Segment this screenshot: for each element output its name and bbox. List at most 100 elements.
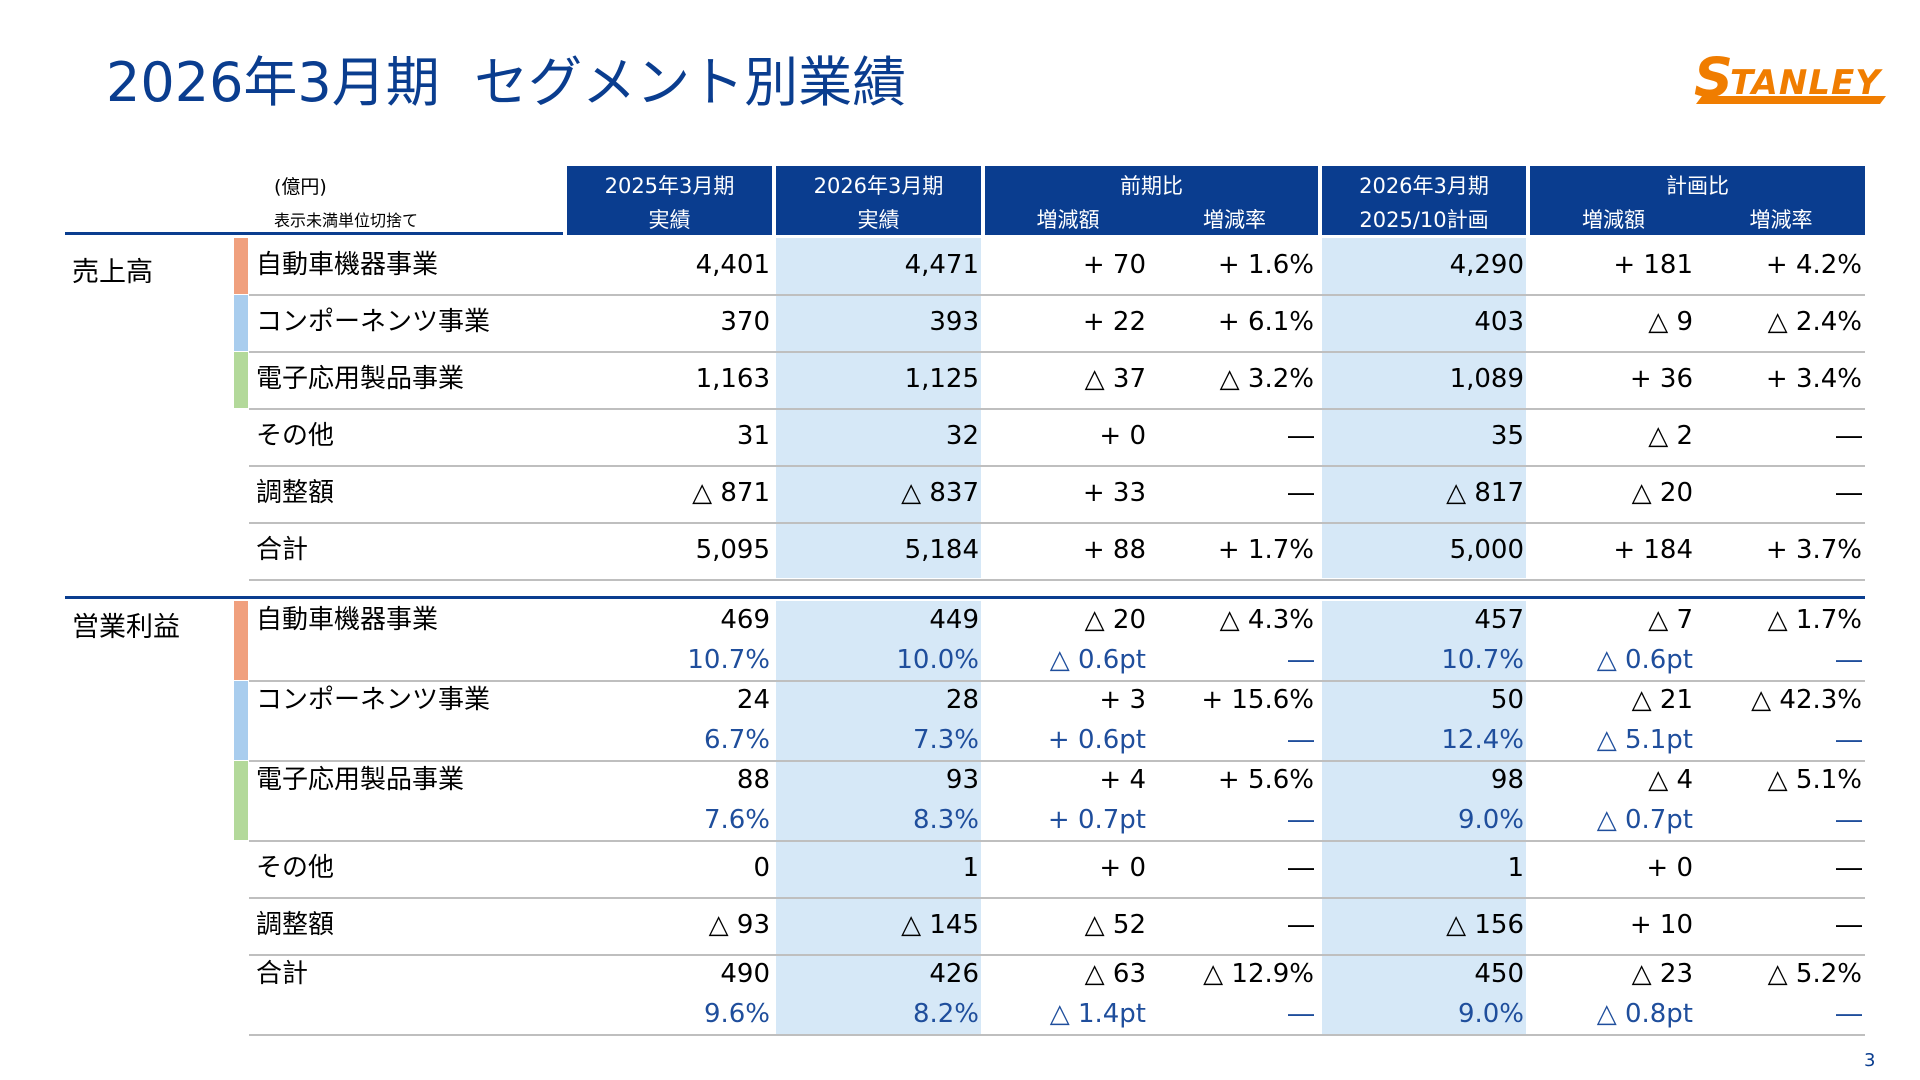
cell-vsplan-change: + 184	[1613, 535, 1693, 565]
cell-fy2025-actual: 88	[736, 765, 770, 795]
cell-vsplan-rate: ―	[1836, 421, 1862, 451]
cell-fy2026-plan: 98	[1490, 765, 1524, 795]
row-label: コンポーネンツ事業	[256, 307, 491, 337]
section-label-sales: 売上高	[72, 257, 153, 288]
cell-yoy-change: △ 20	[1084, 605, 1146, 635]
row-divider	[249, 954, 1865, 956]
cell-yoy-change: + 88	[1082, 535, 1146, 565]
cell-fy2026-actual: 32	[945, 421, 979, 451]
cell-fy2026-actual: 426	[929, 959, 979, 989]
cell-vsplan-change: △ 21	[1631, 685, 1693, 715]
cell-fy2026-actual: 393	[929, 307, 979, 337]
margin-yoy-change: △ 1.4pt	[1049, 999, 1146, 1029]
cell-fy2026-plan: 457	[1474, 605, 1524, 635]
margin-vsplan-change: △ 0.7pt	[1596, 805, 1693, 835]
margin-fy2026-plan: 9.0%	[1457, 805, 1524, 835]
row-divider	[249, 1034, 1865, 1036]
page-title: 2026年3月期 セグメント別業績	[106, 51, 907, 114]
cell-yoy-rate: △ 12.9%	[1203, 959, 1314, 989]
cell-yoy-rate: + 6.1%	[1217, 307, 1314, 337]
shade-fy2026-op	[776, 601, 981, 1034]
cell-fy2026-plan: △ 156	[1446, 910, 1524, 940]
header-underline	[65, 232, 563, 235]
cell-fy2026-plan: 450	[1474, 959, 1524, 989]
cell-fy2025-actual: △ 871	[692, 478, 770, 508]
cell-fy2026-plan: 403	[1474, 307, 1524, 337]
cell-vsplan-change: + 36	[1629, 364, 1693, 394]
margin-fy2026-actual: 10.0%	[896, 645, 979, 675]
row-divider	[249, 840, 1865, 842]
segment-color-bar	[234, 238, 248, 294]
margin-vsplan-rate: ―	[1836, 805, 1862, 835]
cell-fy2026-plan: 1,089	[1449, 364, 1524, 394]
cell-fy2025-actual: 24	[736, 685, 770, 715]
cell-vsplan-rate: ―	[1836, 853, 1862, 883]
cell-vsplan-rate: △ 42.3%	[1751, 685, 1862, 715]
cell-vsplan-rate: + 3.7%	[1765, 535, 1862, 565]
cell-fy2026-actual: 93	[945, 765, 979, 795]
cell-fy2026-plan: 4,290	[1449, 250, 1524, 280]
cell-yoy-rate: + 1.6%	[1217, 250, 1314, 280]
margin-fy2026-plan: 12.4%	[1441, 725, 1524, 755]
cell-yoy-change: + 70	[1082, 250, 1146, 280]
row-label: 電子応用製品事業	[256, 364, 465, 394]
cell-fy2026-actual: 449	[929, 605, 979, 635]
cell-yoy-rate: ―	[1288, 478, 1314, 508]
cell-fy2025-actual: 4,401	[695, 250, 770, 280]
row-divider	[249, 408, 1865, 410]
section-divider	[65, 596, 1865, 599]
margin-yoy-change: △ 0.6pt	[1049, 645, 1146, 675]
row-label: 自動車機器事業	[256, 250, 439, 280]
cell-fy2025-actual: 490	[720, 959, 770, 989]
cell-vsplan-rate: △ 2.4%	[1767, 307, 1862, 337]
margin-yoy-change: + 0.6pt	[1047, 725, 1146, 755]
margin-yoy-rate: ―	[1288, 645, 1314, 675]
row-label: その他	[256, 853, 335, 883]
cell-fy2026-plan: △ 817	[1446, 478, 1524, 508]
margin-fy2025-actual: 10.7%	[687, 645, 770, 675]
row-label: 電子応用製品事業	[256, 765, 465, 795]
cell-yoy-change: △ 52	[1084, 910, 1146, 940]
cell-fy2026-actual: 5,184	[904, 535, 979, 565]
cell-fy2025-actual: 469	[720, 605, 770, 635]
cell-fy2026-actual: △ 837	[901, 478, 979, 508]
cell-yoy-change: + 0	[1099, 421, 1146, 451]
margin-fy2026-plan: 9.0%	[1457, 999, 1524, 1029]
cell-fy2025-actual: 5,095	[695, 535, 770, 565]
cell-fy2026-plan: 1	[1507, 853, 1524, 883]
unit-label: (億円)	[274, 176, 327, 198]
svg-text:S: S	[1694, 46, 1733, 109]
page-number: 3	[1864, 1050, 1876, 1071]
cell-vsplan-change: △ 7	[1648, 605, 1693, 635]
row-divider	[249, 465, 1865, 467]
segment-color-bar	[234, 761, 248, 840]
cell-fy2025-actual: 1,163	[695, 364, 770, 394]
cell-fy2026-actual: 28	[945, 685, 979, 715]
cell-vsplan-rate: + 4.2%	[1765, 250, 1862, 280]
cell-yoy-change: △ 63	[1084, 959, 1146, 989]
segment-color-bar	[234, 352, 248, 408]
cell-yoy-rate: △ 4.3%	[1219, 605, 1314, 635]
cell-vsplan-rate: ―	[1836, 478, 1862, 508]
cell-vsplan-change: △ 20	[1631, 478, 1693, 508]
margin-fy2025-actual: 9.6%	[703, 999, 770, 1029]
cell-fy2025-actual: 370	[720, 307, 770, 337]
margin-fy2025-actual: 7.6%	[703, 805, 770, 835]
cell-vsplan-change: △ 23	[1631, 959, 1693, 989]
margin-fy2025-actual: 6.7%	[703, 725, 770, 755]
row-label: その他	[256, 421, 335, 451]
margin-yoy-rate: ―	[1288, 805, 1314, 835]
margin-yoy-rate: ―	[1288, 725, 1314, 755]
margin-fy2026-actual: 8.2%	[912, 999, 979, 1029]
cell-vsplan-change: △ 9	[1648, 307, 1693, 337]
row-divider	[249, 294, 1865, 296]
row-label: 自動車機器事業	[256, 605, 439, 635]
cell-vsplan-rate: △ 5.2%	[1767, 959, 1862, 989]
cell-yoy-rate: ―	[1288, 421, 1314, 451]
col-header-fy2026-plan: 2026年3月期 2025/10計画	[1322, 166, 1526, 235]
row-divider	[249, 522, 1865, 524]
cell-fy2026-actual: 1,125	[904, 364, 979, 394]
cell-yoy-rate: + 1.7%	[1217, 535, 1314, 565]
row-label: 合計	[256, 959, 309, 989]
cell-yoy-change: + 22	[1082, 307, 1146, 337]
